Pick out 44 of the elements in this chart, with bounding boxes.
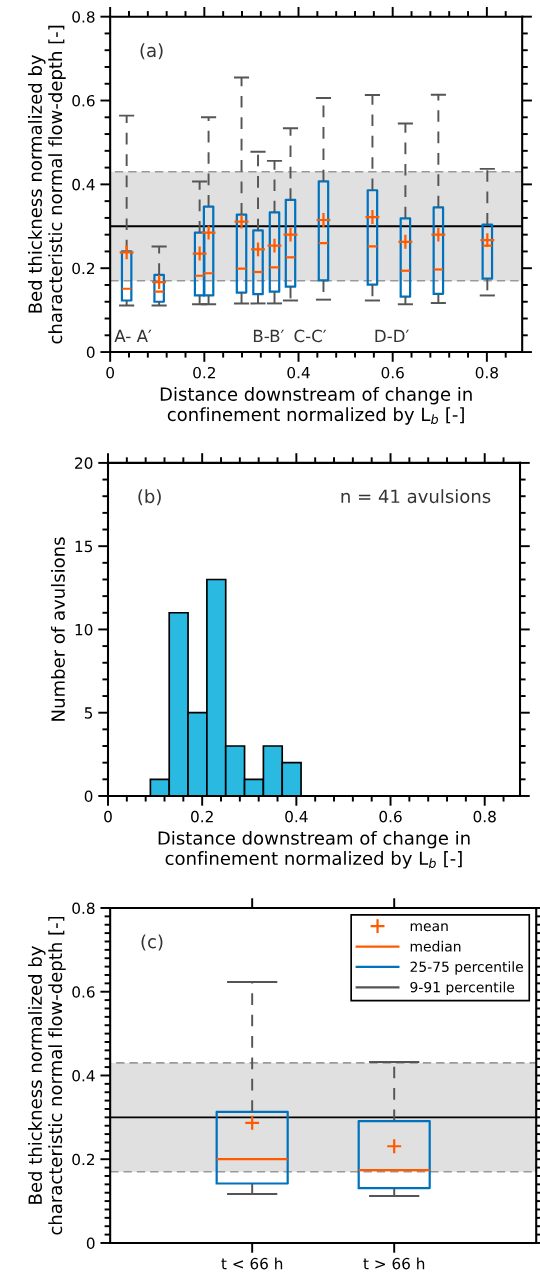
- y-tick-label: 5: [84, 707, 93, 719]
- x-tick-label: 0.4: [285, 810, 308, 823]
- x-tick-label: t < 66 h: [221, 1257, 283, 1270]
- annotation: A- A′: [114, 329, 152, 342]
- x-tick-label: 0.2: [191, 810, 213, 823]
- y-tick-label: 0.6: [72, 94, 95, 107]
- legend-label: 25-75 percentile: [410, 961, 523, 975]
- annotation: B-B′: [253, 329, 284, 342]
- x-axis-title: Distance downstream of change in confinement normalized by L$_{b}$ [-]: [158, 830, 470, 869]
- y-tick-label: 0.8: [72, 11, 95, 23]
- annotation: n = 41 avulsions: [341, 489, 491, 504]
- y-tick-label: 0: [86, 1237, 95, 1249]
- x-tick-label: 0: [104, 810, 112, 823]
- y-tick-label: 0.6: [72, 986, 95, 998]
- annotation: median: [410, 940, 461, 952]
- y-axis-title: Number of avulsions: [50, 537, 65, 721]
- annotation: D-D′: [375, 329, 409, 342]
- annotation: (c): [141, 934, 163, 951]
- annotation: (b): [138, 489, 161, 506]
- y-axis-title: Bed thickness normalized by characteristic normal flow-depth [-]: [28, 25, 66, 344]
- x-tick-label: 0.4: [287, 366, 310, 379]
- x-tick-label: 0.6: [379, 810, 402, 823]
- y-tick-label: 0: [84, 790, 93, 802]
- y-tick-label: 15: [75, 540, 93, 553]
- y-tick-label: 0: [86, 346, 95, 359]
- annotation: C-C′: [294, 329, 327, 343]
- x-axis-title: Distance downstream of change in confinement normalized by L$_{b}$ [-]: [160, 386, 472, 425]
- x-tick-label: 0.2: [193, 366, 215, 379]
- y-tick-label: 0.4: [72, 1069, 95, 1082]
- y-axis-title: Bed thickness normalized by characteristic normal flow-depth [-]: [28, 916, 66, 1235]
- x-tick-label: t > 66 h: [363, 1257, 425, 1270]
- y-tick-label: 0.2: [72, 262, 95, 275]
- x-tick-label: 0.6: [381, 366, 404, 379]
- annotation: 9-91 percentile: [410, 981, 515, 996]
- x-tick-label: 0.8: [473, 810, 496, 823]
- annotation: (a): [140, 43, 163, 60]
- y-tick-label: 0.2: [72, 1153, 95, 1166]
- legend-label: mean: [410, 923, 448, 932]
- y-tick-label: 0.4: [72, 178, 95, 191]
- x-tick-label: 0.8: [475, 366, 498, 379]
- y-tick-label: 20: [75, 457, 93, 469]
- y-tick-label: 0.8: [72, 902, 95, 914]
- y-tick-label: 10: [75, 623, 93, 636]
- x-tick-label: 0: [106, 366, 115, 379]
